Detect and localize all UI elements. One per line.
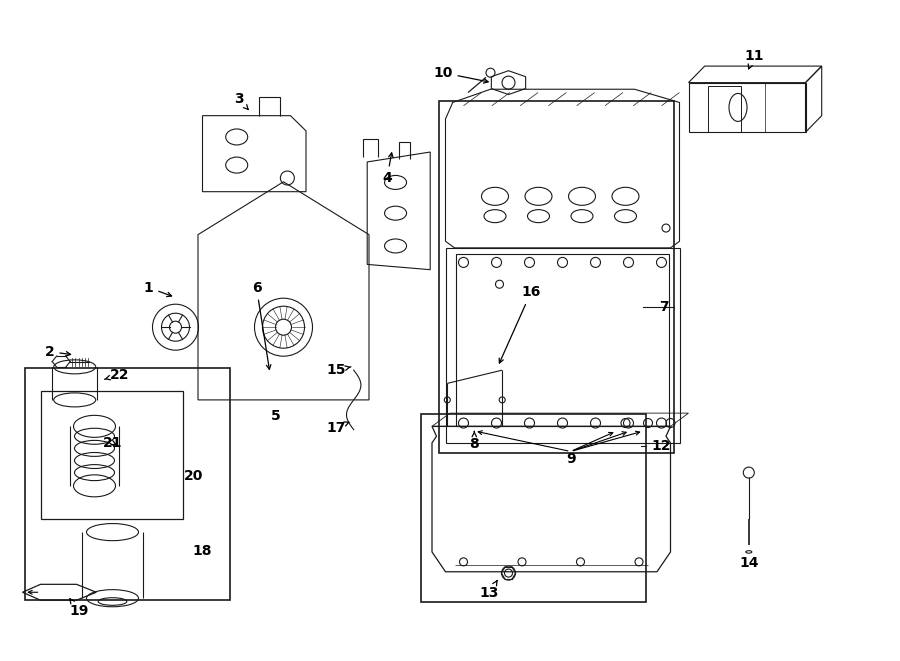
Bar bbox=[40, 391, 183, 519]
Text: 11: 11 bbox=[744, 48, 764, 69]
Bar bbox=[439, 100, 674, 453]
Text: 22: 22 bbox=[104, 368, 130, 382]
Text: 14: 14 bbox=[739, 556, 759, 570]
Text: 21: 21 bbox=[103, 436, 122, 450]
Text: 8: 8 bbox=[470, 432, 479, 451]
Text: 10: 10 bbox=[433, 65, 488, 83]
Text: 9: 9 bbox=[566, 452, 575, 467]
Text: 13: 13 bbox=[480, 580, 500, 600]
Text: 19: 19 bbox=[69, 599, 89, 619]
Text: 1: 1 bbox=[144, 280, 172, 297]
Text: 15: 15 bbox=[326, 363, 351, 377]
Text: 16: 16 bbox=[500, 285, 541, 363]
Text: 4: 4 bbox=[382, 153, 393, 186]
Text: 12: 12 bbox=[652, 439, 671, 453]
Text: 18: 18 bbox=[193, 543, 212, 558]
Text: 5: 5 bbox=[271, 409, 280, 424]
Text: 7: 7 bbox=[660, 300, 669, 315]
Text: 20: 20 bbox=[184, 469, 203, 483]
Text: 17: 17 bbox=[326, 420, 349, 435]
Bar bbox=[421, 414, 646, 602]
Text: 2: 2 bbox=[45, 344, 70, 359]
Text: 6: 6 bbox=[252, 280, 271, 369]
Bar bbox=[25, 368, 230, 600]
Text: 3: 3 bbox=[234, 92, 248, 110]
